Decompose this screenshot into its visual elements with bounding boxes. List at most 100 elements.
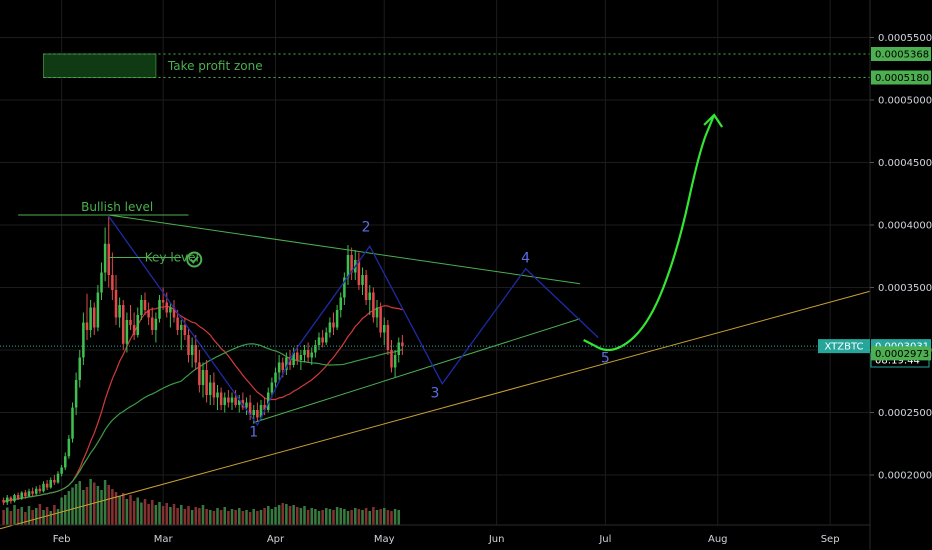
chart-grid [0, 0, 870, 525]
candle-body [67, 438, 71, 457]
volume-bar [198, 508, 201, 525]
candle-body [82, 322, 85, 358]
time-tick-label: Jun [488, 534, 505, 545]
volume-bar [183, 509, 187, 525]
symbol-tag [818, 339, 870, 354]
candle-body [121, 305, 125, 344]
volume-bar [353, 508, 357, 525]
candle-body [350, 255, 353, 273]
candle-body [179, 325, 183, 330]
volume-bar [158, 502, 161, 525]
volume-bar [361, 510, 364, 525]
volume-bar [314, 509, 317, 525]
volume-bar [230, 509, 234, 525]
volume-bar [103, 480, 107, 525]
volume-bar [350, 510, 353, 525]
volume-bar [299, 508, 303, 525]
candle-body [129, 320, 132, 325]
volume-bar [161, 506, 165, 525]
wave-label-2: 2 [362, 219, 371, 235]
candle-body [266, 392, 270, 410]
volume-bar [179, 505, 183, 525]
candle-body [263, 405, 266, 410]
volume-bar [38, 504, 42, 525]
candle-body [208, 382, 212, 395]
candle-body [252, 410, 256, 415]
candle-body [2, 500, 5, 503]
volume-bar [281, 503, 285, 525]
candle-body [230, 397, 234, 403]
candle-body [172, 307, 176, 318]
volume-bar [60, 497, 63, 525]
candle-body [375, 307, 379, 318]
volume-bar [328, 509, 332, 525]
candle-body [161, 300, 165, 303]
volume-bar [20, 507, 24, 525]
candle-body [183, 325, 187, 335]
volume-bar [393, 509, 397, 525]
price-tag-low [871, 346, 931, 361]
candle-body [281, 362, 285, 370]
candle-body [96, 292, 100, 328]
candle-body [56, 473, 60, 483]
candle-body [288, 357, 292, 365]
volume-bar [96, 486, 100, 525]
volume-bar [169, 507, 172, 525]
candle-body [277, 362, 281, 373]
drawings [0, 113, 871, 530]
volume-bar [82, 490, 85, 525]
candle-body [245, 402, 248, 408]
volume-bar [129, 495, 132, 525]
price-tag-tp_top-text: 0.0005368 [875, 50, 929, 61]
volume-bar [335, 507, 339, 525]
price-tag-tp_top [871, 47, 931, 61]
candle-body [343, 277, 346, 298]
volume-bar [256, 511, 259, 525]
volume-bar [42, 510, 45, 525]
volume-bar [140, 502, 143, 525]
volume-bar [292, 505, 295, 525]
annotations: Bullish level Key level [81, 200, 203, 268]
wave-labels: 1 2 3 4 5 [249, 219, 610, 440]
candle-body [5, 497, 9, 503]
candle-body [13, 495, 16, 502]
volume-bar [132, 501, 136, 525]
volume-bar [27, 506, 31, 525]
candle-body [49, 480, 53, 488]
candle-body [27, 491, 31, 497]
volume-bar [306, 510, 310, 525]
wave-label-3: 3 [431, 386, 440, 402]
price-tag-tp_bottom [871, 70, 931, 85]
volume-bar [71, 487, 74, 525]
candle-body [107, 243, 111, 275]
volume-bar [332, 510, 335, 525]
volume-bar [92, 482, 96, 525]
candle-body [201, 370, 205, 385]
volume-bar [339, 508, 343, 525]
candlesticks [2, 216, 404, 505]
volume-bars [2, 479, 401, 525]
candle-body [74, 380, 78, 408]
candle-body [317, 337, 321, 345]
volume-bar [346, 511, 350, 525]
candle-body [335, 310, 339, 328]
candle-body [339, 297, 343, 310]
candle-body [299, 355, 303, 360]
volume-bar [34, 508, 38, 525]
candle-body [158, 300, 161, 319]
volume-bar [324, 508, 328, 525]
price-tick-label: 0.0004000 [878, 221, 932, 232]
candle-body [237, 400, 241, 405]
candle-body [401, 342, 404, 347]
volume-bar [13, 505, 16, 525]
volume-bar [223, 507, 227, 525]
volume-bar [379, 509, 382, 525]
candle-body [38, 488, 42, 492]
volume-bar [176, 508, 179, 525]
candle-body [78, 357, 82, 380]
candle-body [20, 492, 24, 499]
volume-bar [56, 509, 60, 525]
volume-bar [150, 500, 154, 525]
candle-body [132, 325, 136, 335]
